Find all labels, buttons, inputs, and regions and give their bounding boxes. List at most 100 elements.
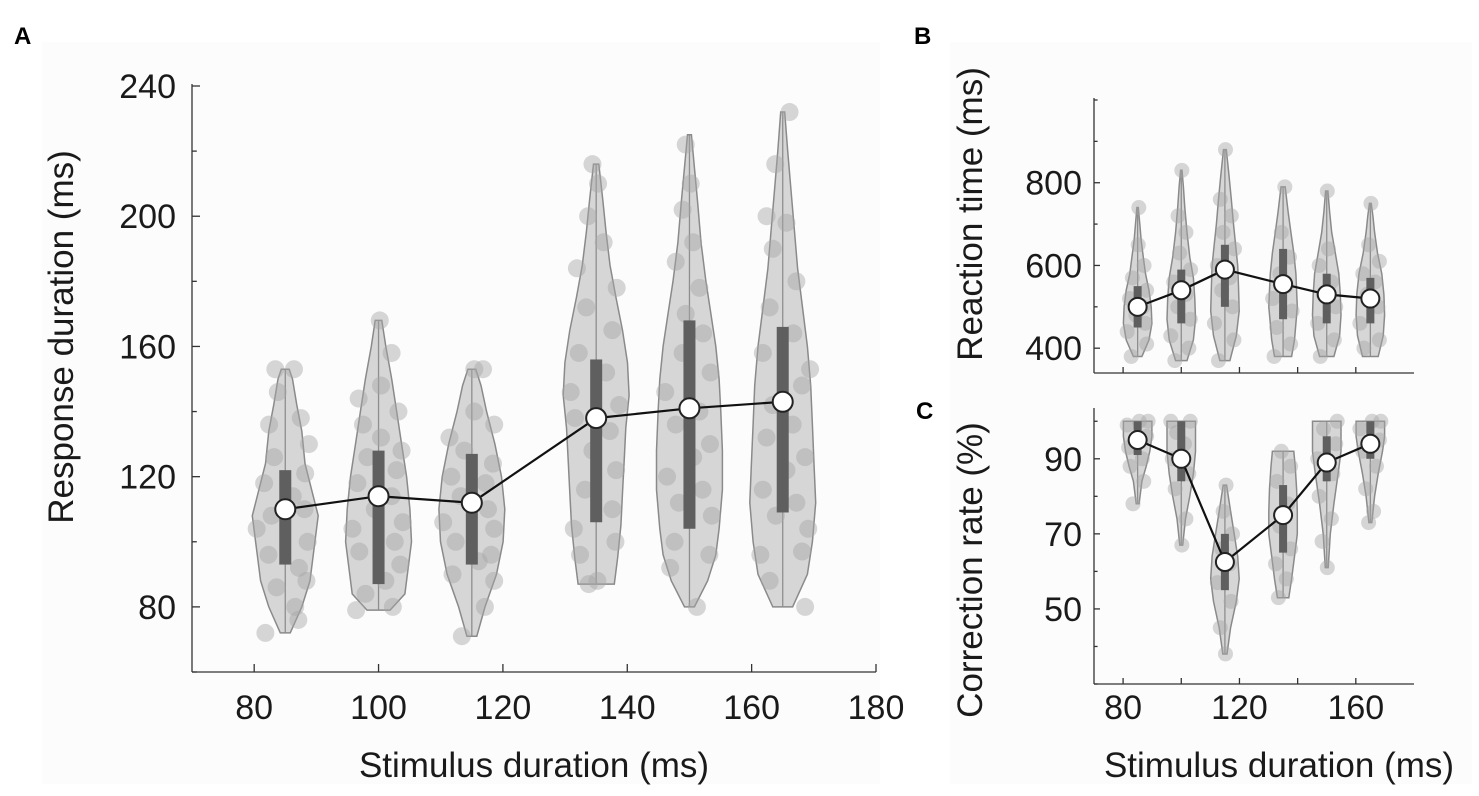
data-point	[1277, 179, 1293, 195]
y-tick-label: 400	[1025, 330, 1082, 368]
data-point	[600, 422, 619, 441]
mean-marker	[460, 491, 483, 514]
data-point	[349, 389, 368, 408]
data-point	[784, 324, 803, 343]
data-point	[343, 519, 362, 538]
y-tick-label: 800	[1025, 165, 1082, 203]
data-point	[693, 480, 712, 499]
data-point	[1355, 266, 1371, 282]
data-point	[1227, 241, 1243, 257]
panel-a-label: A	[14, 23, 31, 50]
data-point	[389, 402, 408, 421]
data-point	[387, 461, 406, 480]
data-point	[383, 597, 402, 616]
data-point	[372, 428, 391, 447]
data-point	[1178, 224, 1194, 240]
data-point	[1366, 503, 1382, 519]
data-point	[603, 500, 622, 519]
data-point	[700, 435, 719, 454]
data-point	[1130, 237, 1146, 253]
y-tick-label: 200	[119, 198, 176, 236]
data-point	[354, 415, 372, 434]
data-point	[787, 272, 806, 291]
data-point	[589, 174, 608, 193]
x-axis-title: Stimulus duration (ms)	[359, 746, 709, 785]
data-point	[1170, 208, 1186, 224]
data-point	[1183, 262, 1199, 278]
data-point	[1368, 458, 1384, 474]
x-tick-label: 80	[235, 689, 273, 727]
data-point	[1163, 413, 1179, 429]
data-point	[753, 480, 772, 499]
data-point	[1226, 332, 1242, 348]
mean-marker	[1171, 280, 1192, 301]
data-point	[1266, 348, 1282, 364]
y-tick-label: 600	[1025, 247, 1082, 285]
data-point	[1358, 481, 1374, 497]
mean-marker	[1316, 452, 1337, 473]
iqr-box	[776, 326, 789, 513]
data-point	[1273, 224, 1289, 240]
data-point	[440, 428, 459, 447]
data-point	[256, 623, 275, 642]
mean-marker	[1273, 274, 1294, 295]
data-point	[1273, 443, 1289, 459]
data-point	[780, 103, 799, 122]
data-point	[291, 409, 310, 428]
data-point	[1136, 473, 1152, 489]
data-point	[1268, 556, 1284, 572]
data-point	[1319, 183, 1335, 199]
data-point	[1131, 200, 1147, 216]
data-point	[665, 532, 684, 551]
data-point	[485, 571, 504, 590]
data-point	[1223, 593, 1239, 609]
data-point	[474, 360, 493, 379]
mean-marker	[585, 407, 608, 430]
iqr-box	[372, 450, 385, 585]
mean-marker	[1127, 430, 1148, 451]
data-point	[588, 571, 607, 590]
data-point	[1284, 303, 1300, 319]
data-point	[1311, 488, 1327, 504]
data-point	[702, 506, 721, 525]
data-point	[478, 500, 497, 519]
data-point	[465, 402, 484, 421]
data-point	[1269, 320, 1285, 335]
data-point	[676, 135, 695, 154]
data-point	[793, 376, 812, 395]
data-point	[482, 545, 501, 564]
y-tick-label: 240	[119, 68, 176, 106]
data-point	[446, 532, 465, 551]
data-point	[1371, 332, 1387, 348]
data-point	[434, 513, 453, 532]
y-tick-label: 90	[1044, 441, 1082, 479]
data-point	[443, 565, 462, 584]
data-point	[298, 532, 317, 551]
data-point	[1320, 241, 1336, 257]
data-point	[296, 464, 315, 483]
data-point	[1140, 413, 1156, 429]
iqr-box	[590, 359, 603, 523]
data-point	[1123, 348, 1139, 364]
data-point	[1122, 458, 1138, 474]
data-point	[751, 545, 770, 564]
data-point	[1310, 315, 1326, 331]
data-point	[564, 519, 583, 538]
data-point	[583, 155, 602, 174]
data-point	[796, 448, 815, 467]
data-point	[1328, 436, 1344, 452]
data-point	[1172, 245, 1188, 261]
panel-a: 80 120 160 200 240 80 100 120 140 160 180 Stimulus …	[42, 68, 904, 785]
data-point	[1361, 515, 1377, 531]
mean-marker	[1214, 259, 1235, 280]
data-point	[284, 360, 303, 379]
data-point	[1206, 315, 1222, 331]
data-point	[569, 343, 588, 362]
x-tick-label: 80	[1104, 689, 1142, 727]
data-point	[566, 409, 585, 428]
data-point	[1328, 299, 1344, 315]
data-point	[1223, 208, 1239, 224]
y-axis-title: Correction rate (%)	[951, 422, 990, 718]
data-point	[661, 558, 680, 577]
data-point	[753, 343, 772, 362]
